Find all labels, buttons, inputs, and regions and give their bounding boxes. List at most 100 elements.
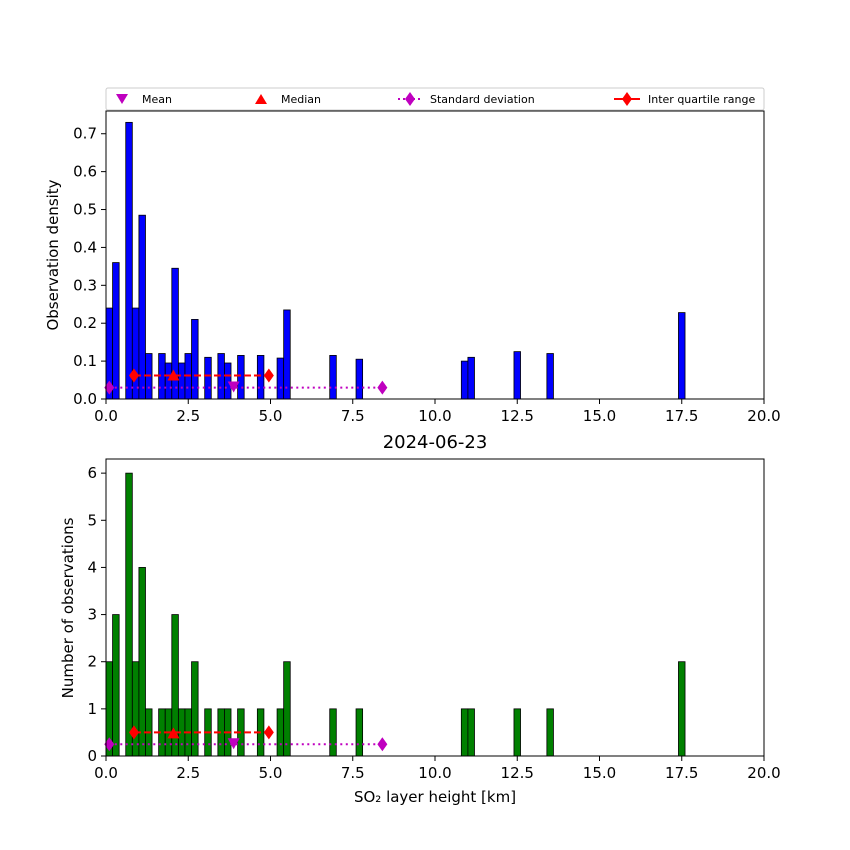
density-bar-20 [355, 358, 364, 400]
count-bar-21 [460, 708, 469, 757]
count-y-tick-label-5: 5 [87, 511, 97, 529]
count-y-tick-label-6: 6 [87, 464, 97, 482]
density-y-tick-label-3: 0.3 [73, 276, 97, 294]
legend-label-median: Median [281, 93, 321, 106]
count-bar-22 [467, 708, 475, 757]
density-y-axis-label: Observation density [44, 179, 62, 330]
count-bar-23 [513, 708, 521, 757]
count-x-axis-label: SO₂ layer height [km] [354, 788, 516, 806]
count-median-marker [167, 727, 180, 739]
density-x-tick-label-2: 5.0 [259, 407, 283, 425]
density-bar-7 [164, 362, 173, 400]
count-std-marker-1 [377, 737, 388, 752]
legend-label-standard-deviation: Standard deviation [430, 93, 535, 106]
density-bar-23 [513, 351, 521, 400]
density-x-tick-label-8: 20.0 [747, 407, 780, 425]
density-x-tick-label-5: 12.5 [501, 407, 534, 425]
count-x-tick-label-0: 0.0 [94, 764, 118, 782]
count-bar-1 [112, 614, 120, 757]
count-bar-19 [329, 708, 337, 757]
density-bar-12 [204, 356, 212, 400]
density-bar-16 [256, 355, 265, 400]
density-y-tick-label-5: 0.5 [73, 201, 97, 219]
density-x-tick-label-3: 7.5 [341, 407, 365, 425]
density-std-marker-1 [377, 380, 388, 395]
count-y-tick-label-3: 3 [87, 606, 97, 624]
count-x-tick-label-8: 20.0 [747, 764, 780, 782]
density-std-marker-0 [104, 380, 115, 395]
density-bar-2 [125, 121, 133, 400]
count-bar-20 [355, 708, 364, 757]
density-x-tick-label-7: 17.5 [665, 407, 698, 425]
count-bar-11 [191, 661, 199, 757]
count-bar-18 [283, 661, 291, 757]
legend-item-inter-quartile-range: Inter quartile range [614, 92, 755, 106]
density-y-tick-label-6: 0.6 [73, 163, 97, 181]
count-x-ticks: 0.0 2.5 5.0 7.5 10.0 12.5 15.0 17.5 20.0 [94, 756, 781, 782]
density-x-tick-label-6: 15.0 [583, 407, 616, 425]
legend-label-inter-quartile-range: Inter quartile range [648, 93, 755, 106]
density-y-tick-label-0: 0.0 [73, 390, 97, 408]
count-x-tick-label-1: 2.5 [176, 764, 200, 782]
density-bar-9 [177, 362, 186, 400]
legend-median-marker [255, 94, 267, 104]
count-x-tick-label-2: 5.0 [259, 764, 283, 782]
density-x-tick-label-1: 2.5 [176, 407, 200, 425]
density-x-tick-label-4: 10.0 [418, 407, 451, 425]
count-bar-4 [138, 567, 146, 757]
legend-iqr-marker [622, 92, 632, 106]
density-x-ticks: 0.0 2.5 5.0 7.5 10.0 12.5 15.0 17.5 20.0 [94, 399, 781, 425]
legend-std-marker [405, 92, 415, 106]
count-histogram: 2024-06-23 0.0 2.5 5.0 7.5 10.0 12.5 15.0 17.5 2… [59, 432, 781, 806]
count-y-tick-label-4: 4 [87, 558, 97, 576]
count-x-tick-label-4: 10.0 [418, 764, 451, 782]
count-iqr-marker-0 [128, 725, 139, 740]
count-y-tick-label-1: 1 [87, 700, 97, 718]
density-median-marker [167, 369, 180, 381]
density-bar-1 [112, 262, 120, 400]
legend-label-mean: Mean [142, 93, 172, 106]
count-x-tick-label-6: 15.0 [583, 764, 616, 782]
count-chart-title: 2024-06-23 [383, 432, 488, 453]
count-y-tick-label-2: 2 [87, 653, 97, 671]
density-bar-24 [546, 353, 554, 400]
density-histogram: 0.0 2.5 5.0 7.5 10.0 12.5 15.0 17.5 20.0 0.0 0.1 0… [44, 110, 781, 425]
density-bar-22 [467, 356, 475, 400]
count-bar-24 [546, 708, 554, 757]
density-bar-25 [678, 312, 686, 400]
count-bar-17 [276, 708, 285, 757]
count-bar-25 [678, 661, 686, 757]
count-y-ticks: 0 1 2 3 4 5 6 [87, 464, 106, 765]
count-iqr-marker-1 [263, 725, 274, 740]
count-y-tick-label-0: 0 [87, 747, 97, 765]
density-y-tick-label-7: 0.7 [73, 125, 97, 143]
density-x-tick-label-0: 0.0 [94, 407, 118, 425]
count-mean-marker [227, 738, 240, 750]
legend-item-mean: Mean [116, 93, 172, 106]
legend-frame [105, 87, 765, 111]
legend-item-median: Median [255, 93, 321, 106]
legend-item-standard-deviation: Standard deviation [398, 92, 535, 106]
density-iqr-marker-1 [263, 368, 274, 383]
density-bar-14 [224, 362, 232, 400]
count-x-tick-label-7: 17.5 [665, 764, 698, 782]
count-stats [104, 725, 388, 752]
density-y-tick-label-4: 0.4 [73, 238, 97, 256]
count-std-marker-0 [104, 737, 115, 752]
count-x-tick-label-3: 7.5 [341, 764, 365, 782]
density-bar-17 [276, 357, 285, 400]
density-bar-15 [237, 355, 245, 400]
density-bar-4 [138, 214, 146, 400]
density-bar-3 [131, 307, 140, 400]
count-x-tick-label-5: 12.5 [501, 764, 534, 782]
density-stats [104, 368, 388, 395]
density-y-ticks: 0.0 0.1 0.2 0.3 0.4 0.5 0.6 0.7 [73, 125, 106, 408]
density-y-tick-label-1: 0.1 [73, 352, 97, 370]
count-bar-3 [131, 661, 140, 757]
density-iqr-marker-0 [128, 368, 139, 383]
density-bar-18 [283, 309, 291, 400]
legend-mean-marker [116, 94, 128, 104]
count-bar-2 [125, 472, 133, 757]
count-y-axis-label: Number of observations [59, 517, 77, 698]
